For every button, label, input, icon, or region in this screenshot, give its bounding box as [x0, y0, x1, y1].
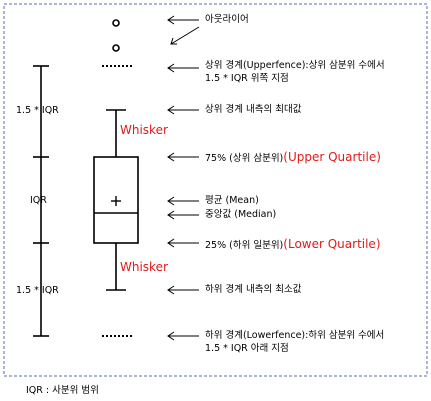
q1-label: 25% (하위 일분위)(Lower Quartile)	[205, 237, 381, 251]
lower-fence-label-line2: 1.5 * IQR 아래 지점	[205, 343, 289, 354]
whiskers	[106, 109, 126, 291]
arrow-mean	[167, 196, 199, 206]
q3-label: 75% (상위 삼분위)(Upper Quartile)	[205, 150, 381, 164]
upper-max-label: 상위 경계 내측의 최대값	[205, 104, 302, 115]
scale-label-middle: IQR	[30, 195, 47, 206]
lower-min-label: 하위 경계 내측의 최소값	[205, 284, 302, 295]
q3-label-english: (Upper Quartile)	[283, 150, 381, 164]
lower-fence-label-line1: 하위 경계(Lowerfence):하위 삼분위 수에서	[205, 330, 385, 341]
whisker-label-bottom: Whisker	[120, 260, 168, 274]
iqr-scale	[33, 65, 49, 337]
median-label: 중앙값 (Median)	[205, 209, 277, 220]
arrows	[167, 15, 200, 341]
q3-label-prefix: 75% (상위 삼분위)	[205, 153, 284, 164]
arrow-q3	[167, 152, 199, 162]
arrow-q1	[167, 238, 199, 248]
whisker-label-top: Whisker	[120, 123, 168, 137]
iqr-definition-note: IQR : 사분위 범위	[26, 385, 99, 396]
arrow-median	[167, 210, 199, 220]
q1-label-prefix: 25% (하위 일분위)	[205, 240, 284, 251]
arrow-upper-fence	[167, 63, 199, 73]
upper-fence-label-line2: 1.5 * IQR 위쪽 지점	[205, 73, 289, 84]
arrow-lower-min	[167, 285, 199, 295]
mean-label: 평균 (Mean)	[205, 195, 259, 206]
mean-marker	[111, 196, 121, 206]
q1-label-english: (Lower Quartile)	[283, 237, 381, 251]
scale-label-lower: 1.5 * IQR	[16, 285, 59, 296]
arrow-upper-max	[167, 105, 199, 115]
outlier-point	[112, 19, 120, 27]
outlier-point	[112, 44, 120, 52]
outlier-label: 아웃라이어	[205, 14, 249, 25]
arrow-outlier-2	[170, 26, 200, 45]
diagram-frame	[3, 3, 428, 377]
arrow-outlier	[167, 15, 199, 25]
scale-label-upper: 1.5 * IQR	[16, 105, 59, 116]
upper-fence-label-line1: 상위 경계(Upperfence):상위 삼분위 수에서	[205, 60, 385, 71]
arrow-lower-fence	[167, 331, 199, 341]
iqr-box	[93, 156, 139, 244]
